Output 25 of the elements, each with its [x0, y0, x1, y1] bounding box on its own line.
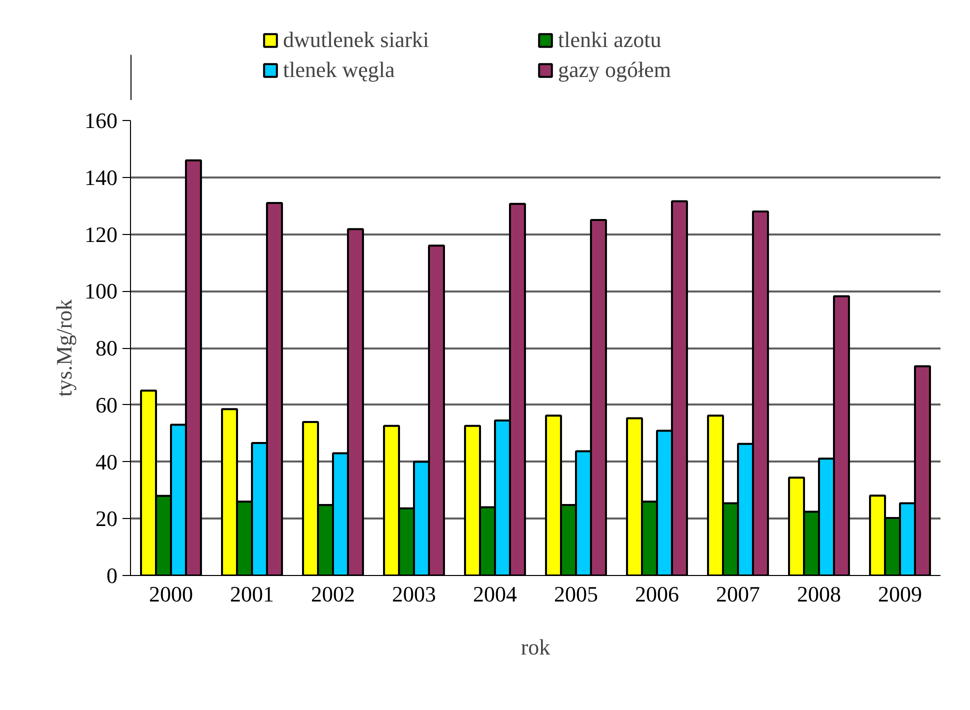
y-tick-label: 20 — [96, 506, 118, 532]
legend-label: dwutlenek siarki — [283, 27, 430, 53]
y-axis-title: tys.Mg/rok — [52, 299, 76, 397]
x-tick-label: 2007 — [716, 582, 760, 606]
y-tick-label: 160 — [84, 108, 118, 133]
legend-label: tlenek węgla — [283, 57, 396, 83]
legend-label: tlenki azotu — [558, 27, 662, 53]
x-tick-label: 2005 — [554, 582, 598, 606]
legend-label: gazy ogółem — [558, 57, 672, 83]
x-tick-label: 2008 — [797, 582, 841, 606]
y-tick-label: 140 — [84, 164, 118, 190]
x-tick-label: 2002 — [311, 582, 355, 606]
x-tick-label: 2003 — [392, 582, 436, 606]
x-tick-label: 2006 — [635, 582, 679, 606]
x-tick-label: 2000 — [149, 582, 193, 606]
y-tick-label: 80 — [96, 336, 118, 360]
y-tick-label: 120 — [84, 222, 118, 247]
y-tick-label: 60 — [96, 392, 118, 418]
y-tick-label: 40 — [96, 449, 118, 474]
y-tick-label: 0 — [106, 563, 118, 588]
x-tick-label: 2004 — [473, 582, 517, 606]
x-axis-title: rok — [520, 634, 550, 660]
x-tick-label: 2001 — [230, 582, 274, 606]
y-tick-label: 100 — [84, 278, 118, 304]
x-tick-label: 2009 — [878, 582, 922, 606]
